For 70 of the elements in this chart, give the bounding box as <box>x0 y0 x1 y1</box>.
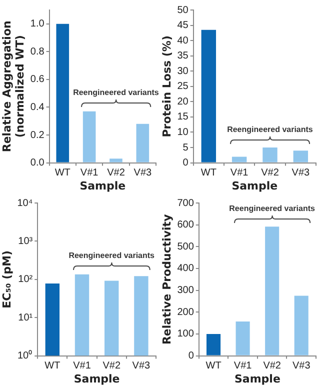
y-tick-label: 700 <box>177 198 194 209</box>
x-axis-title: Sample <box>74 372 120 386</box>
y-tick-label: 10² <box>18 274 34 286</box>
y-axis-title: Protein Loss (%) <box>160 36 174 138</box>
y-tick-label: 0.2 <box>30 130 45 141</box>
y-tick-label: 20 <box>177 96 189 108</box>
y-tick-label: 500 <box>177 241 194 252</box>
y-tick-label: 400 <box>177 263 194 274</box>
y-tick-label: 300 <box>177 285 194 296</box>
y-axis-title: Relative Aggregation (normalized WT) <box>0 20 27 152</box>
bar <box>201 30 216 162</box>
y-tick-label: 100 <box>177 328 194 340</box>
y-tick-label: 10 <box>177 126 189 138</box>
x-tick-label: WT <box>44 360 60 372</box>
x-tick-label: V#1 <box>73 360 92 372</box>
x-tick-label: V#1 <box>230 168 249 179</box>
y-tick-label: 25 <box>177 81 189 92</box>
y-tick-label: 45 <box>177 20 189 32</box>
annotation: Reengineered variants <box>68 251 154 260</box>
x-tick-label: V#1 <box>80 168 99 179</box>
y-tick-label: 10⁰ <box>17 350 33 362</box>
bar <box>262 148 278 162</box>
y-tick-label: 30 <box>177 66 189 77</box>
annotation: Reengineered variants <box>73 88 159 98</box>
bar <box>232 156 247 162</box>
bar <box>82 111 96 162</box>
x-axis-title: Sample <box>234 372 280 386</box>
annotation: Reengineered variants <box>226 124 314 135</box>
x-tick-label: V#3 <box>132 360 151 372</box>
annotation: Reengineered variants <box>228 204 316 214</box>
y-tick-label: 15 <box>177 112 189 123</box>
y-tick-label: 200 <box>177 306 194 318</box>
x-tick-label: V#1 <box>234 360 252 372</box>
y-axis-title: EC₅₀ (pM) <box>0 250 14 308</box>
x-tick-label: V#2 <box>102 360 121 372</box>
y-tick-label: 5 <box>182 142 189 154</box>
x-axis-title: Sample <box>232 179 278 192</box>
y-tick-label: 0.4 <box>30 102 45 113</box>
y-tick-label: 40 <box>177 35 189 46</box>
y-tick-label: 0.6 <box>30 74 45 86</box>
y-tick-label: 50 <box>177 4 189 16</box>
y-axis-title: Relative Productivity <box>160 214 174 345</box>
y-tick-label: 10³ <box>18 236 34 247</box>
x-tick-label: V#3 <box>134 168 152 179</box>
bar <box>206 334 221 356</box>
bar <box>265 226 280 356</box>
x-tick-label: WT <box>206 360 222 372</box>
y-tick-label: 10¹ <box>18 312 34 324</box>
y-tick-label: 0.8 <box>30 46 45 58</box>
x-tick-label: V#3 <box>292 168 310 179</box>
y-tick-label: 10⁴ <box>17 198 33 209</box>
x-tick-label: WT <box>54 168 70 179</box>
y-tick-label: 0 <box>182 158 189 169</box>
y-tick-label: 0.0 <box>30 158 45 169</box>
bar <box>136 124 150 162</box>
y-tick-label: 35 <box>177 50 189 62</box>
y-tick-label: 0 <box>188 350 194 362</box>
bar <box>236 322 250 356</box>
x-tick-label: V#2 <box>263 360 282 372</box>
x-axis-title: Sample <box>80 179 126 192</box>
y-tick-label: 600 <box>177 220 194 231</box>
bar <box>56 24 70 162</box>
bar <box>293 150 308 162</box>
y-tick-label: 1.0 <box>30 18 45 30</box>
x-tick-label: V#3 <box>292 360 311 372</box>
x-tick-label: WT <box>200 168 216 179</box>
x-tick-label: V#2 <box>261 168 280 179</box>
bar <box>294 296 308 356</box>
x-tick-label: V#2 <box>107 168 126 179</box>
bar <box>110 158 122 162</box>
